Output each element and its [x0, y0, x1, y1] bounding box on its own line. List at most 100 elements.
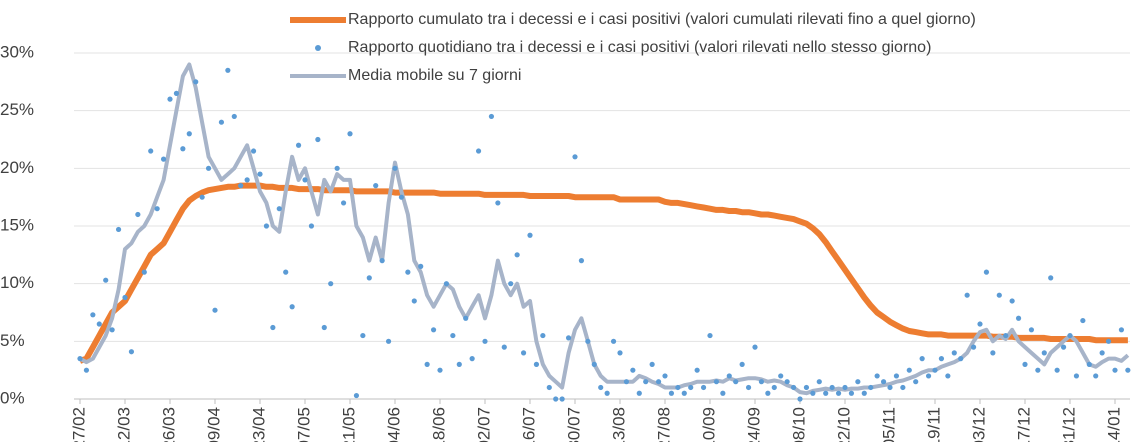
- x-tick-label: 05/11: [879, 407, 898, 442]
- data-point: [469, 356, 475, 362]
- data-point: [398, 194, 405, 200]
- legend-label: Rapporto cumulato tra i decessi e i casi…: [348, 11, 976, 28]
- data-point: [790, 384, 797, 391]
- data-point: [945, 373, 951, 379]
- data-point: [218, 119, 225, 125]
- data-point: [604, 390, 610, 396]
- data-point: [778, 373, 784, 379]
- data-point: [906, 367, 912, 373]
- data-point: [77, 356, 83, 362]
- legend-swatch: [315, 45, 321, 51]
- data-point: [456, 361, 462, 367]
- data-point: [591, 361, 597, 367]
- x-tick-label: 14/01: [1104, 407, 1123, 442]
- data-point: [1009, 298, 1015, 304]
- data-point: [238, 183, 244, 189]
- data-point: [546, 384, 552, 391]
- x-tick-label: 31/12: [1059, 407, 1078, 442]
- data-point: [996, 292, 1002, 298]
- x-tick-label: 21/05: [339, 407, 358, 442]
- data-point: [1048, 275, 1054, 281]
- data-point: [636, 390, 642, 396]
- data-point: [424, 361, 430, 367]
- data-point: [141, 269, 147, 275]
- data-point: [643, 379, 649, 385]
- data-point: [990, 350, 996, 356]
- data-point: [430, 327, 437, 333]
- data-point: [829, 384, 835, 391]
- x-tick-label: 10/09: [699, 407, 718, 442]
- data-point: [1093, 373, 1099, 379]
- data-point: [900, 384, 906, 391]
- data-point: [328, 281, 334, 287]
- data-point: [1073, 373, 1080, 379]
- data-point: [533, 361, 540, 367]
- x-tick-label: 27/02: [69, 407, 88, 442]
- data-point: [96, 321, 102, 327]
- data-point: [321, 324, 327, 331]
- data-point: [745, 384, 752, 391]
- data-point: [385, 338, 392, 344]
- data-point: [565, 335, 572, 341]
- data-point: [1003, 332, 1009, 339]
- data-point: [347, 131, 353, 137]
- legend-label: Rapporto quotidiano tra i decessi e i ca…: [348, 39, 931, 56]
- data-point: [122, 294, 128, 301]
- data-point: [514, 252, 520, 258]
- data-point: [1112, 367, 1118, 373]
- x-tick-label: 13/08: [609, 407, 628, 442]
- x-tick-label: 24/09: [744, 407, 763, 442]
- data-point: [418, 263, 424, 269]
- y-tick-label: 10%: [0, 273, 34, 292]
- data-point: [733, 379, 739, 385]
- data-point: [977, 321, 983, 327]
- data-point: [893, 373, 900, 379]
- data-point: [585, 338, 591, 344]
- data-point: [887, 384, 893, 391]
- data-point: [450, 332, 456, 339]
- data-point: [720, 390, 726, 396]
- data-point: [1080, 317, 1086, 324]
- data-point: [1086, 361, 1092, 367]
- data-point: [855, 379, 861, 385]
- data-point: [713, 379, 720, 385]
- data-point: [405, 269, 411, 275]
- x-tick-label: 04/06: [384, 407, 403, 442]
- data-point: [302, 177, 308, 183]
- data-point: [1035, 367, 1041, 373]
- data-point: [1015, 315, 1022, 321]
- data-point: [803, 384, 810, 391]
- data-point: [315, 136, 321, 143]
- data-point: [276, 206, 282, 212]
- y-tick-label: 20%: [0, 158, 34, 177]
- x-tick-label: 02/07: [474, 407, 493, 442]
- data-point: [167, 96, 173, 102]
- data-point: [1041, 350, 1047, 356]
- data-point: [617, 350, 623, 356]
- data-point: [739, 361, 745, 367]
- data-point: [694, 367, 700, 373]
- data-point: [951, 350, 957, 356]
- data-point: [649, 361, 655, 367]
- data-point: [1105, 338, 1112, 344]
- data-point: [103, 277, 109, 283]
- data-point: [681, 390, 687, 396]
- data-point: [154, 206, 160, 212]
- series-line: [79, 62, 1130, 396]
- data-point: [199, 194, 205, 200]
- data-point: [578, 258, 585, 264]
- data-point: [353, 392, 360, 399]
- data-point: [848, 390, 855, 396]
- data-point: [880, 379, 887, 385]
- data-point: [366, 275, 372, 281]
- data-point: [1125, 367, 1131, 373]
- data-point: [231, 113, 237, 120]
- x-tick-label: 16/07: [519, 407, 538, 442]
- data-point: [964, 292, 970, 298]
- data-point: [1054, 367, 1060, 373]
- data-point: [598, 384, 604, 391]
- x-tick-label: 23/04: [249, 407, 268, 442]
- data-point: [868, 384, 874, 391]
- data-point: [411, 298, 417, 304]
- data-point: [225, 67, 231, 73]
